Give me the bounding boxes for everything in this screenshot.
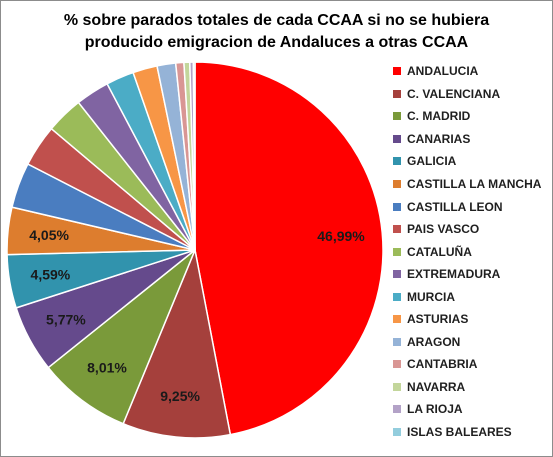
- legend-item-6: CASTILLA LA MANCHA: [393, 173, 541, 196]
- legend-label-2: C. VALENCIANA: [407, 86, 501, 101]
- legend-swatch-13: [393, 337, 401, 346]
- legend-swatch-1: [393, 67, 401, 76]
- legend-swatch-5: [393, 157, 401, 166]
- legend-swatch-3: [393, 112, 401, 121]
- legend-swatch-2: [393, 89, 401, 98]
- chart-title-line-1: % sobre parados totales de cada CCAA si …: [63, 12, 490, 29]
- legend-swatch-4: [393, 134, 401, 143]
- legend-swatch-16: [393, 405, 401, 414]
- legend-label-16: LA RIOJA: [407, 402, 463, 417]
- legend-swatch-10: [393, 270, 401, 279]
- legend-label-17: ISLAS BALEARES: [407, 425, 512, 440]
- legend-swatch-9: [393, 247, 401, 256]
- legend-label-12: ASTURIAS: [407, 312, 469, 327]
- legend-item-12: ASTURIAS: [393, 308, 541, 331]
- legend-item-5: GALICIA: [393, 150, 541, 173]
- legend-label-4: CANARIAS: [407, 131, 471, 146]
- pie-slice-1: [194, 61, 384, 436]
- legend-item-4: CANARIAS: [393, 128, 541, 151]
- legend-item-3: C. MADRID: [393, 105, 541, 128]
- legend-label-7: CASTILLA LEON: [407, 199, 503, 214]
- chart-title: % sobre parados totales de cada CCAA si …: [0, 10, 553, 54]
- legend-item-7: CASTILLA LEON: [393, 195, 541, 218]
- legend-swatch-12: [393, 315, 401, 324]
- legend-swatch-17: [393, 428, 401, 437]
- data-label-4: 5,77%: [46, 312, 86, 328]
- pie-slice-2: [122, 247, 232, 439]
- pie-slice-3: [47, 249, 196, 425]
- pie-slice-17: [192, 61, 196, 251]
- chart-legend: ANDALUCIA C. VALENCIANA C. MADRID CANARIAS G…: [393, 60, 541, 443]
- legend-label-6: CASTILLA LA MANCHA: [407, 177, 542, 191]
- data-label-2: 9,25%: [160, 388, 200, 404]
- legend-item-1: ANDALUCIA: [393, 60, 541, 83]
- legend-label-1: ANDALUCIA: [407, 64, 479, 79]
- legend-item-9: CATALUÑA: [393, 240, 541, 263]
- legend-label-5: GALICIA: [407, 154, 457, 169]
- legend-label-14: CANTABRIA: [407, 357, 478, 372]
- chart-title-line-2: producido emigracion de Andaluces a otra…: [84, 34, 469, 51]
- legend-item-17: ISLAS BALEARES: [393, 421, 541, 444]
- legend-item-8: PAIS VASCO: [393, 218, 541, 241]
- legend-swatch-7: [393, 202, 401, 211]
- data-label-5: 4,59%: [31, 267, 71, 283]
- legend-swatch-15: [393, 382, 401, 391]
- legend-item-15: NAVARRA: [393, 376, 541, 399]
- legend-label-10: EXTREMADURA: [407, 267, 501, 282]
- legend-label-3: C. MADRID: [407, 109, 471, 124]
- legend-item-11: MURCIA: [393, 285, 541, 308]
- legend-item-16: LA RIOJA: [393, 398, 541, 421]
- legend-swatch-8: [393, 225, 401, 234]
- legend-item-10: EXTREMADURA: [393, 263, 541, 286]
- data-label-1: 46,99%: [317, 228, 365, 244]
- legend-label-15: NAVARRA: [407, 379, 466, 394]
- legend-label-13: ARAGON: [407, 334, 461, 349]
- data-label-6: 4,05%: [29, 227, 69, 243]
- legend-label-9: CATALUÑA: [407, 244, 472, 259]
- legend-swatch-6: [393, 180, 401, 188]
- legend-item-14: CANTABRIA: [393, 353, 541, 376]
- legend-item-13: ARAGON: [393, 331, 541, 354]
- data-label-3: 8,01%: [87, 359, 127, 375]
- legend-swatch-14: [393, 360, 401, 369]
- legend-label-11: MURCIA: [407, 289, 455, 304]
- legend-item-2: C. VALENCIANA: [393, 83, 541, 106]
- legend-swatch-11: [393, 292, 401, 301]
- legend-label-8: PAIS VASCO: [407, 222, 480, 237]
